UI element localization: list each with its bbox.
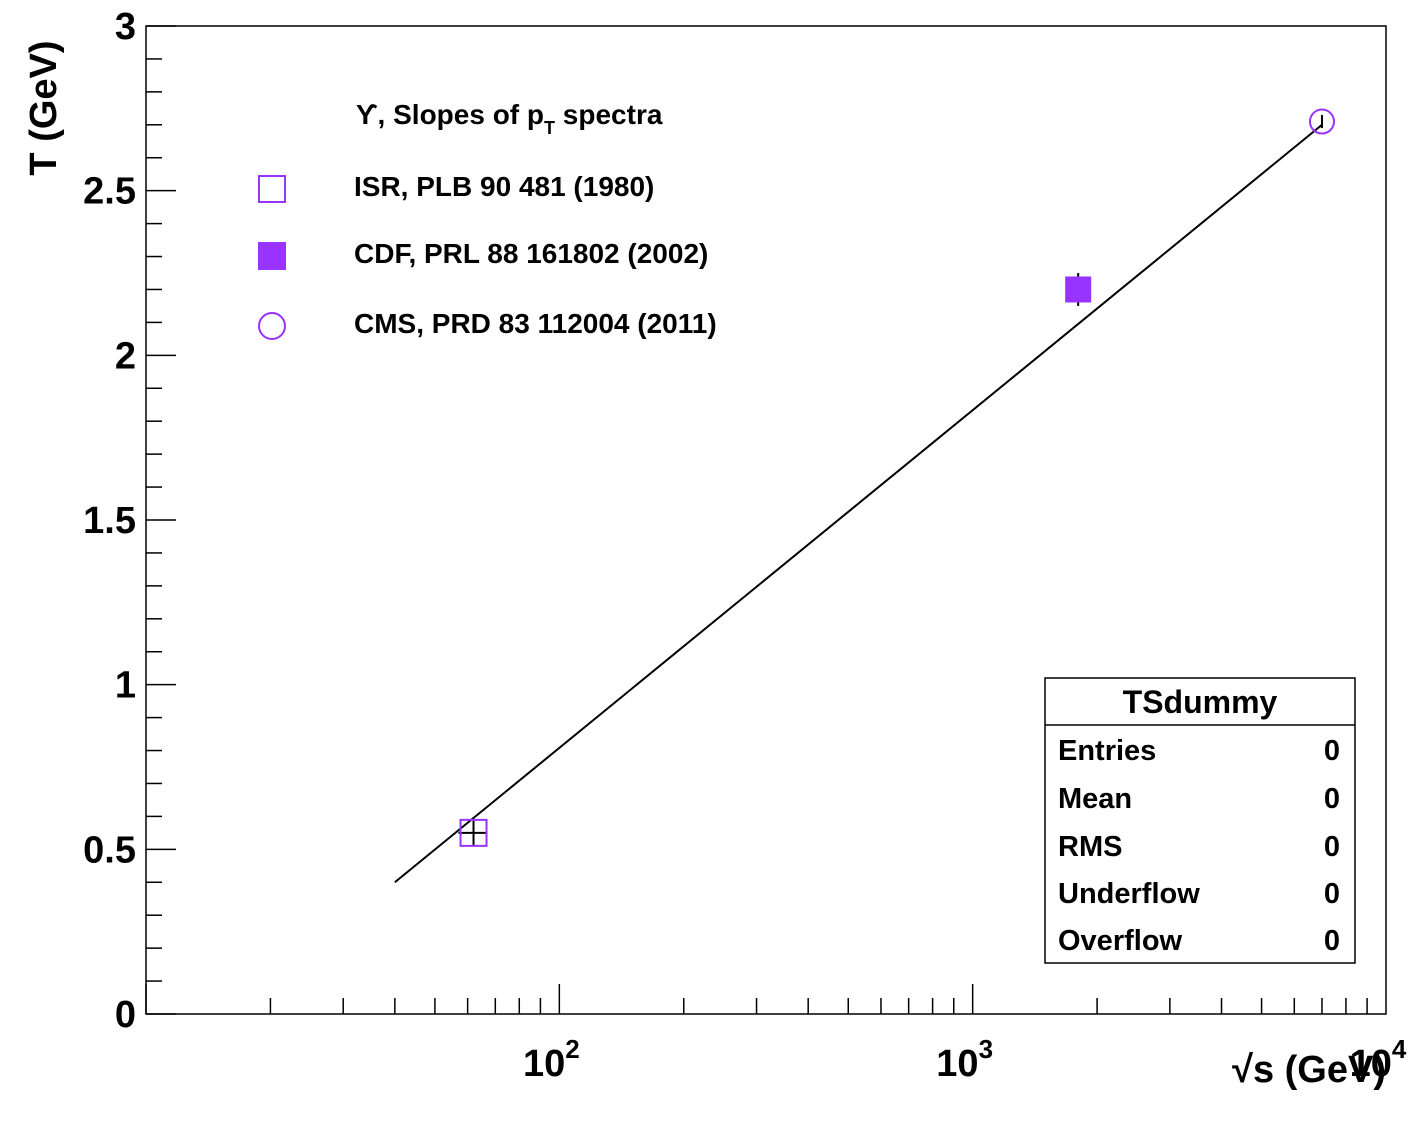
x-tick-exponent: 3 xyxy=(979,1034,993,1064)
stats-box-title: TSdummy xyxy=(1123,684,1278,720)
fit-line-layer xyxy=(394,124,1323,884)
data-point-filled-square xyxy=(1065,276,1092,303)
legend-entry-label: ISR, PLB 90 481 (1980) xyxy=(354,171,654,202)
legend-title-subscript: T xyxy=(544,118,555,138)
y-axis-label: T (GeV) xyxy=(23,40,65,175)
legend-marker-open-square xyxy=(258,175,286,203)
x-axis-label: √s (GeV) xyxy=(1232,1049,1386,1091)
stats-row-value: 0 xyxy=(1324,925,1340,957)
stats-row-label: RMS xyxy=(1058,831,1122,863)
stats-row-value: 0 xyxy=(1324,735,1340,767)
x-tick-base: 10 xyxy=(936,1043,978,1085)
y-tick-label: 0.5 xyxy=(83,829,136,871)
stats-row-label: Mean xyxy=(1058,783,1132,815)
legend-title-prefix: ϒ, Slopes of p xyxy=(356,99,544,130)
y-tick-label: 3 xyxy=(115,6,136,48)
y-tick-label: 2 xyxy=(115,335,136,377)
y-tick-label: 1.5 xyxy=(83,500,136,542)
x-tick-base: 10 xyxy=(523,1043,565,1085)
x-tick-base: 10 xyxy=(1350,1043,1392,1085)
data-point-open-square xyxy=(459,818,488,847)
stats-row-value: 0 xyxy=(1324,831,1340,863)
fit-line xyxy=(394,124,1323,884)
stats-row-label: Entries xyxy=(1058,735,1156,767)
stats-row-value: 0 xyxy=(1324,783,1340,815)
stats-box-frame xyxy=(1044,677,1356,964)
y-tick-label: 2.5 xyxy=(83,171,136,213)
y-tick-label: 0 xyxy=(115,994,136,1036)
legend-entry-label: CMS, PRD 83 112004 (2011) xyxy=(354,308,717,339)
x-tick-label: 104 xyxy=(1350,1034,1407,1085)
legend-title-suffix: spectra xyxy=(555,99,663,130)
legend-title: ϒ, Slopes of pT spectra xyxy=(356,99,663,138)
legend-marker-filled-square xyxy=(258,242,286,270)
legend-entry-isr: ISR, PLB 90 481 (1980) xyxy=(258,171,654,203)
legend: ϒ, Slopes of pT spectra ISR, PLB 90 481 … xyxy=(258,99,717,340)
legend-entry-cdf: CDF, PRL 88 161802 (2002) xyxy=(258,238,708,270)
x-tick-label: 103 xyxy=(936,1034,993,1085)
stats-row-label: Overflow xyxy=(1058,925,1183,957)
legend-entry-cms: CMS, PRD 83 112004 (2011) xyxy=(258,308,717,340)
y-tick-label: 1 xyxy=(115,665,136,707)
y-axis: 0 0.5 1 1.5 2 2.5 3 xyxy=(83,6,176,1036)
data-points xyxy=(458,108,1335,847)
x-tick-label: 102 xyxy=(523,1034,580,1085)
legend-marker-open-circle xyxy=(258,312,286,340)
legend-entry-label: CDF, PRL 88 161802 (2002) xyxy=(354,238,708,269)
stats-box: TSdummy Entries 0 Mean 0 RMS 0 Underflow… xyxy=(1044,677,1356,964)
stats-row-value: 0 xyxy=(1324,878,1340,910)
x-tick-exponent: 4 xyxy=(1392,1034,1407,1064)
data-point-open-circle xyxy=(1308,108,1335,135)
stats-row-label: Underflow xyxy=(1058,878,1200,910)
x-tick-exponent: 2 xyxy=(565,1034,579,1064)
x-axis: 102 103 104 xyxy=(145,984,1407,1085)
